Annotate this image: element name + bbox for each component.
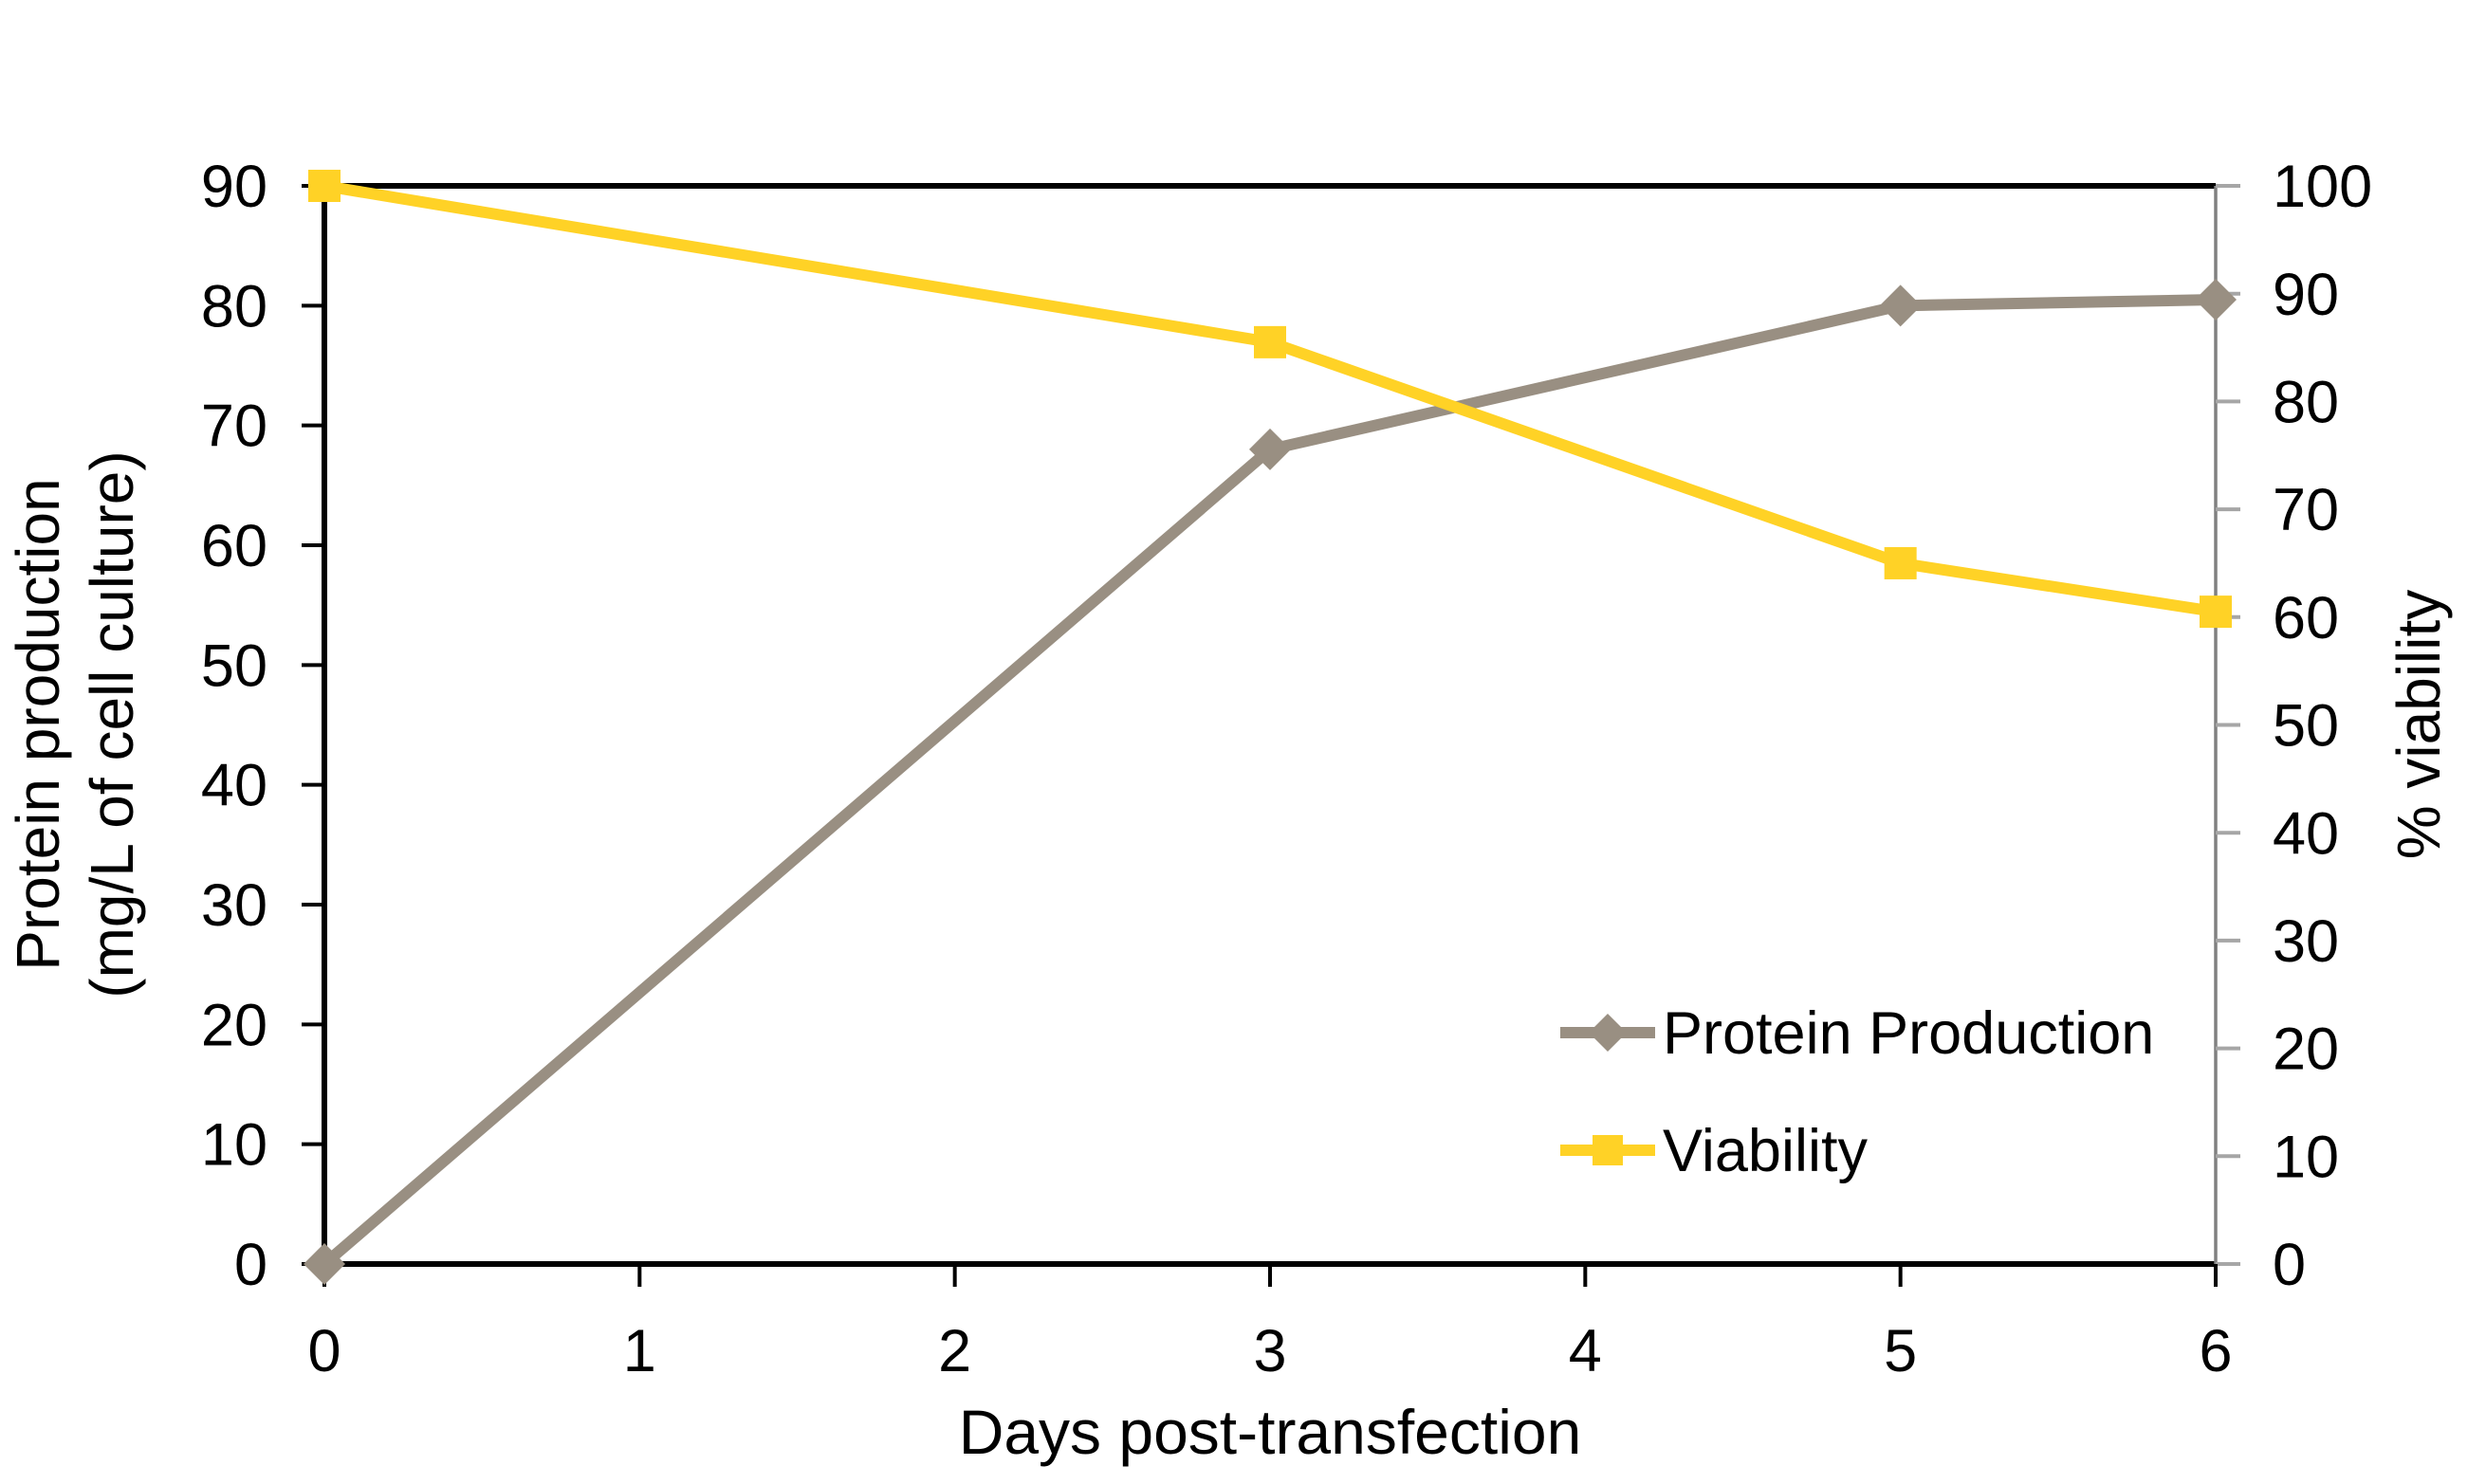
data-point-protein-production-day5 <box>1879 284 1922 327</box>
legend-label-protein-production: Protein Production <box>1663 1000 2154 1067</box>
data-point-viability-day0 <box>308 170 341 202</box>
left-axis-tick-label: 40 <box>201 753 267 819</box>
x-axis-tick-label: 4 <box>1569 1318 1602 1384</box>
left-axis-title-line2: (mg/L of cell culture) <box>78 450 146 998</box>
x-axis-tick-label: 6 <box>2199 1318 2232 1384</box>
x-axis-tick-label: 1 <box>623 1318 656 1384</box>
right-axis-tick-label: 60 <box>2273 585 2339 651</box>
x-axis-tick-label: 0 <box>307 1318 341 1384</box>
data-point-viability-day5 <box>1884 546 1917 579</box>
left-axis-title-line1: Protein production <box>4 478 72 970</box>
chart-plot-layer: 0102030405060708090010203040506070809010… <box>201 154 2372 1384</box>
left-axis-tick-label: 30 <box>201 872 267 939</box>
right-axis-tick-label: 50 <box>2273 693 2339 760</box>
data-point-protein-production-day3 <box>1249 428 1291 470</box>
left-axis-tick-label: 80 <box>201 273 267 339</box>
left-axis-tick-label: 70 <box>201 394 267 460</box>
left-axis-tick-label: 50 <box>201 632 267 699</box>
series-line-protein-production <box>321 294 2217 1269</box>
right-axis-tick-label: 80 <box>2273 369 2339 435</box>
legend-label-viability: Viability <box>1663 1118 1868 1184</box>
left-axis-tick-label: 60 <box>201 513 267 579</box>
data-point-protein-production-day0 <box>304 1243 345 1285</box>
x-axis-title: Days post-transfection <box>959 1397 1582 1467</box>
left-axis-tick-label: 0 <box>234 1232 267 1298</box>
right-axis-tick-label: 90 <box>2273 262 2339 328</box>
left-axis-tick-label: 90 <box>201 154 267 220</box>
legend-marker-square-icon <box>1593 1135 1623 1165</box>
right-axis-tick-label: 0 <box>2273 1232 2306 1298</box>
left-axis-tick-label: 10 <box>201 1112 267 1179</box>
right-axis-tick-label: 100 <box>2273 154 2372 220</box>
x-axis-tick-label: 2 <box>938 1318 971 1384</box>
right-axis-tick-label: 10 <box>2273 1124 2339 1190</box>
data-point-protein-production-day6 <box>2195 279 2237 321</box>
data-point-viability-day6 <box>2200 595 2232 629</box>
right-axis-tick-label: 70 <box>2273 477 2339 543</box>
right-axis-tick-label: 20 <box>2273 1017 2339 1083</box>
right-axis-tick-label: 30 <box>2273 908 2339 975</box>
right-axis-tick-label: 40 <box>2273 800 2339 867</box>
x-axis-tick-label: 5 <box>1884 1318 1917 1384</box>
x-axis-tick-label: 3 <box>1253 1318 1286 1384</box>
series-line-viability <box>323 180 2217 618</box>
legend-marker-diamond-icon <box>1589 1014 1627 1052</box>
right-axis-title: % viability <box>2385 590 2453 860</box>
left-axis-tick-label: 20 <box>201 992 267 1058</box>
data-point-viability-day3 <box>1254 325 1286 358</box>
